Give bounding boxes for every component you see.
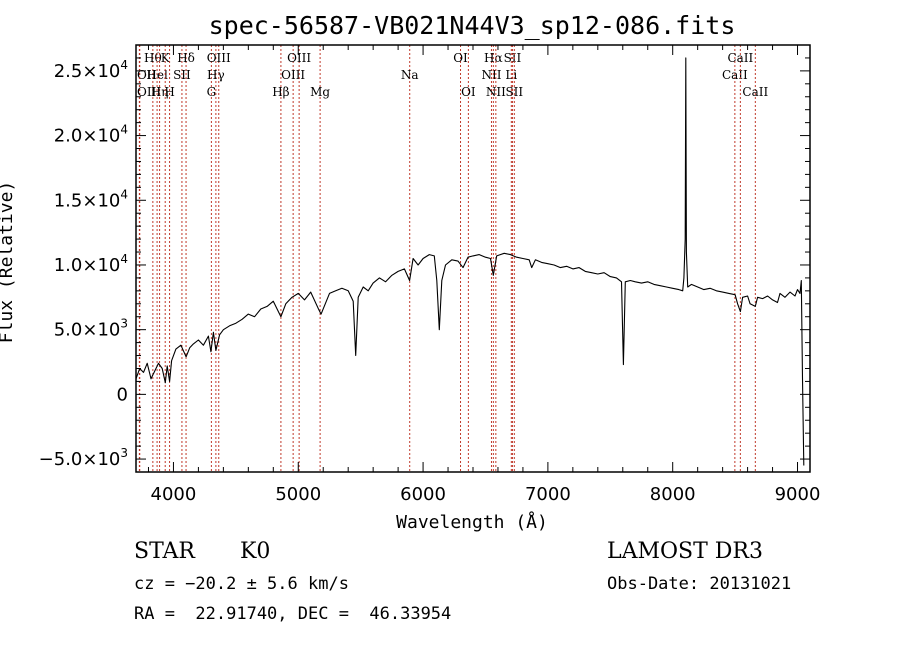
emission-line-label: OIII [137, 85, 161, 99]
x-tick-label: 7000 [525, 484, 571, 505]
emission-line-label: OIII [287, 51, 311, 65]
emission-line-label: Hδ [177, 51, 195, 65]
emission-line-label: OII [137, 68, 157, 82]
y-tick-label: 1.0×104 [54, 252, 128, 276]
emission-line-label: Hel [146, 68, 168, 82]
emission-line-label: CaII [727, 51, 753, 65]
y-tick-mantissa: 2.0×10 [54, 126, 121, 147]
observation-date: Obs-Date: 20131021 [607, 574, 792, 594]
y-tick-label: 0 [117, 384, 128, 405]
emission-line-label: Hα [484, 51, 503, 65]
y-tick-exponent: 4 [120, 58, 128, 72]
y-axis-ticks: −5.0×10305.0×1031.0×1041.5×1042.0×1042.5… [39, 44, 810, 470]
emission-line-label: Hγ [207, 68, 225, 82]
emission-line-label: CaII [742, 85, 768, 99]
emission-line-label: Na [401, 68, 419, 82]
emission-line-label: SII [505, 85, 523, 99]
emission-line-label: G [207, 85, 217, 99]
emission-line-label: NII [481, 68, 501, 82]
spectrum-line [135, 57, 805, 466]
x-tick-label: 5000 [275, 484, 321, 505]
emission-line-markers: OII OIII Hθ Hel Hη K H SII Hδ G Hγ OIII Hβ OIII OIII Mg… [137, 45, 768, 472]
emission-line-label: SII [173, 68, 191, 82]
x-axis-label: Wavelength (Å) [396, 511, 548, 533]
x-axis-ticks: 4000 5000 6000 7000 8000 9000 [147, 45, 821, 505]
y-tick-mantissa: −5.0×10 [39, 449, 121, 470]
y-tick-label: 2.5×104 [54, 58, 128, 82]
emission-line-label: H [164, 85, 174, 99]
x-tick-label: 4000 [151, 484, 197, 505]
emission-line-label: OI [461, 85, 476, 99]
x-tick-label: 9000 [775, 484, 821, 505]
object-class: STAR [134, 539, 195, 564]
emission-line-label: Mg [310, 85, 330, 99]
y-tick-exponent: 3 [120, 317, 128, 331]
y-axis-label: Flux (Relative) [0, 181, 17, 344]
chart-title: spec-56587-VB021N44V3_sp12-086.fits [209, 11, 736, 40]
x-tick-label: 6000 [400, 484, 446, 505]
object-subclass: K0 [240, 539, 271, 564]
emission-line-label: Hβ [272, 85, 289, 99]
y-tick-exponent: 4 [120, 187, 128, 201]
x-tick-label: 8000 [650, 484, 696, 505]
y-tick-label: −5.0×103 [39, 446, 128, 470]
survey-name: LAMOST DR3 [607, 539, 763, 564]
y-tick-label: 2.0×104 [54, 123, 128, 147]
emission-line-label: Hθ [144, 51, 162, 65]
plot-frame [135, 44, 811, 473]
emission-line-label: Li [505, 68, 517, 82]
emission-line-label: OIII [281, 68, 305, 82]
emission-line-label: SII [504, 51, 522, 65]
y-tick-label: 1.5×104 [54, 187, 128, 211]
y-tick-mantissa: 1.5×10 [54, 190, 121, 211]
y-tick-mantissa: 2.5×10 [54, 61, 121, 82]
y-tick-mantissa: 5.0×10 [54, 320, 121, 341]
emission-line-label: NII [486, 85, 506, 99]
y-tick-label: 5.0×103 [54, 317, 128, 341]
y-tick-mantissa: 1.0×10 [54, 255, 121, 276]
y-tick-mantissa: 0 [117, 384, 128, 405]
spectrum-series [135, 57, 805, 466]
y-tick-exponent: 3 [120, 446, 128, 460]
emission-line-label: OI [453, 51, 468, 65]
redshift-velocity: cz = −20.2 ± 5.6 km/s [134, 574, 349, 594]
sky-coordinates: RA = 22.91740, DEC = 46.33954 [134, 604, 452, 624]
emission-line-label: OIII [207, 51, 231, 65]
y-tick-exponent: 4 [120, 252, 128, 266]
emission-line-label: CaII [722, 68, 748, 82]
y-tick-exponent: 4 [120, 123, 128, 137]
emission-line-label: Hη [151, 85, 169, 99]
emission-line-label: K [161, 51, 171, 65]
